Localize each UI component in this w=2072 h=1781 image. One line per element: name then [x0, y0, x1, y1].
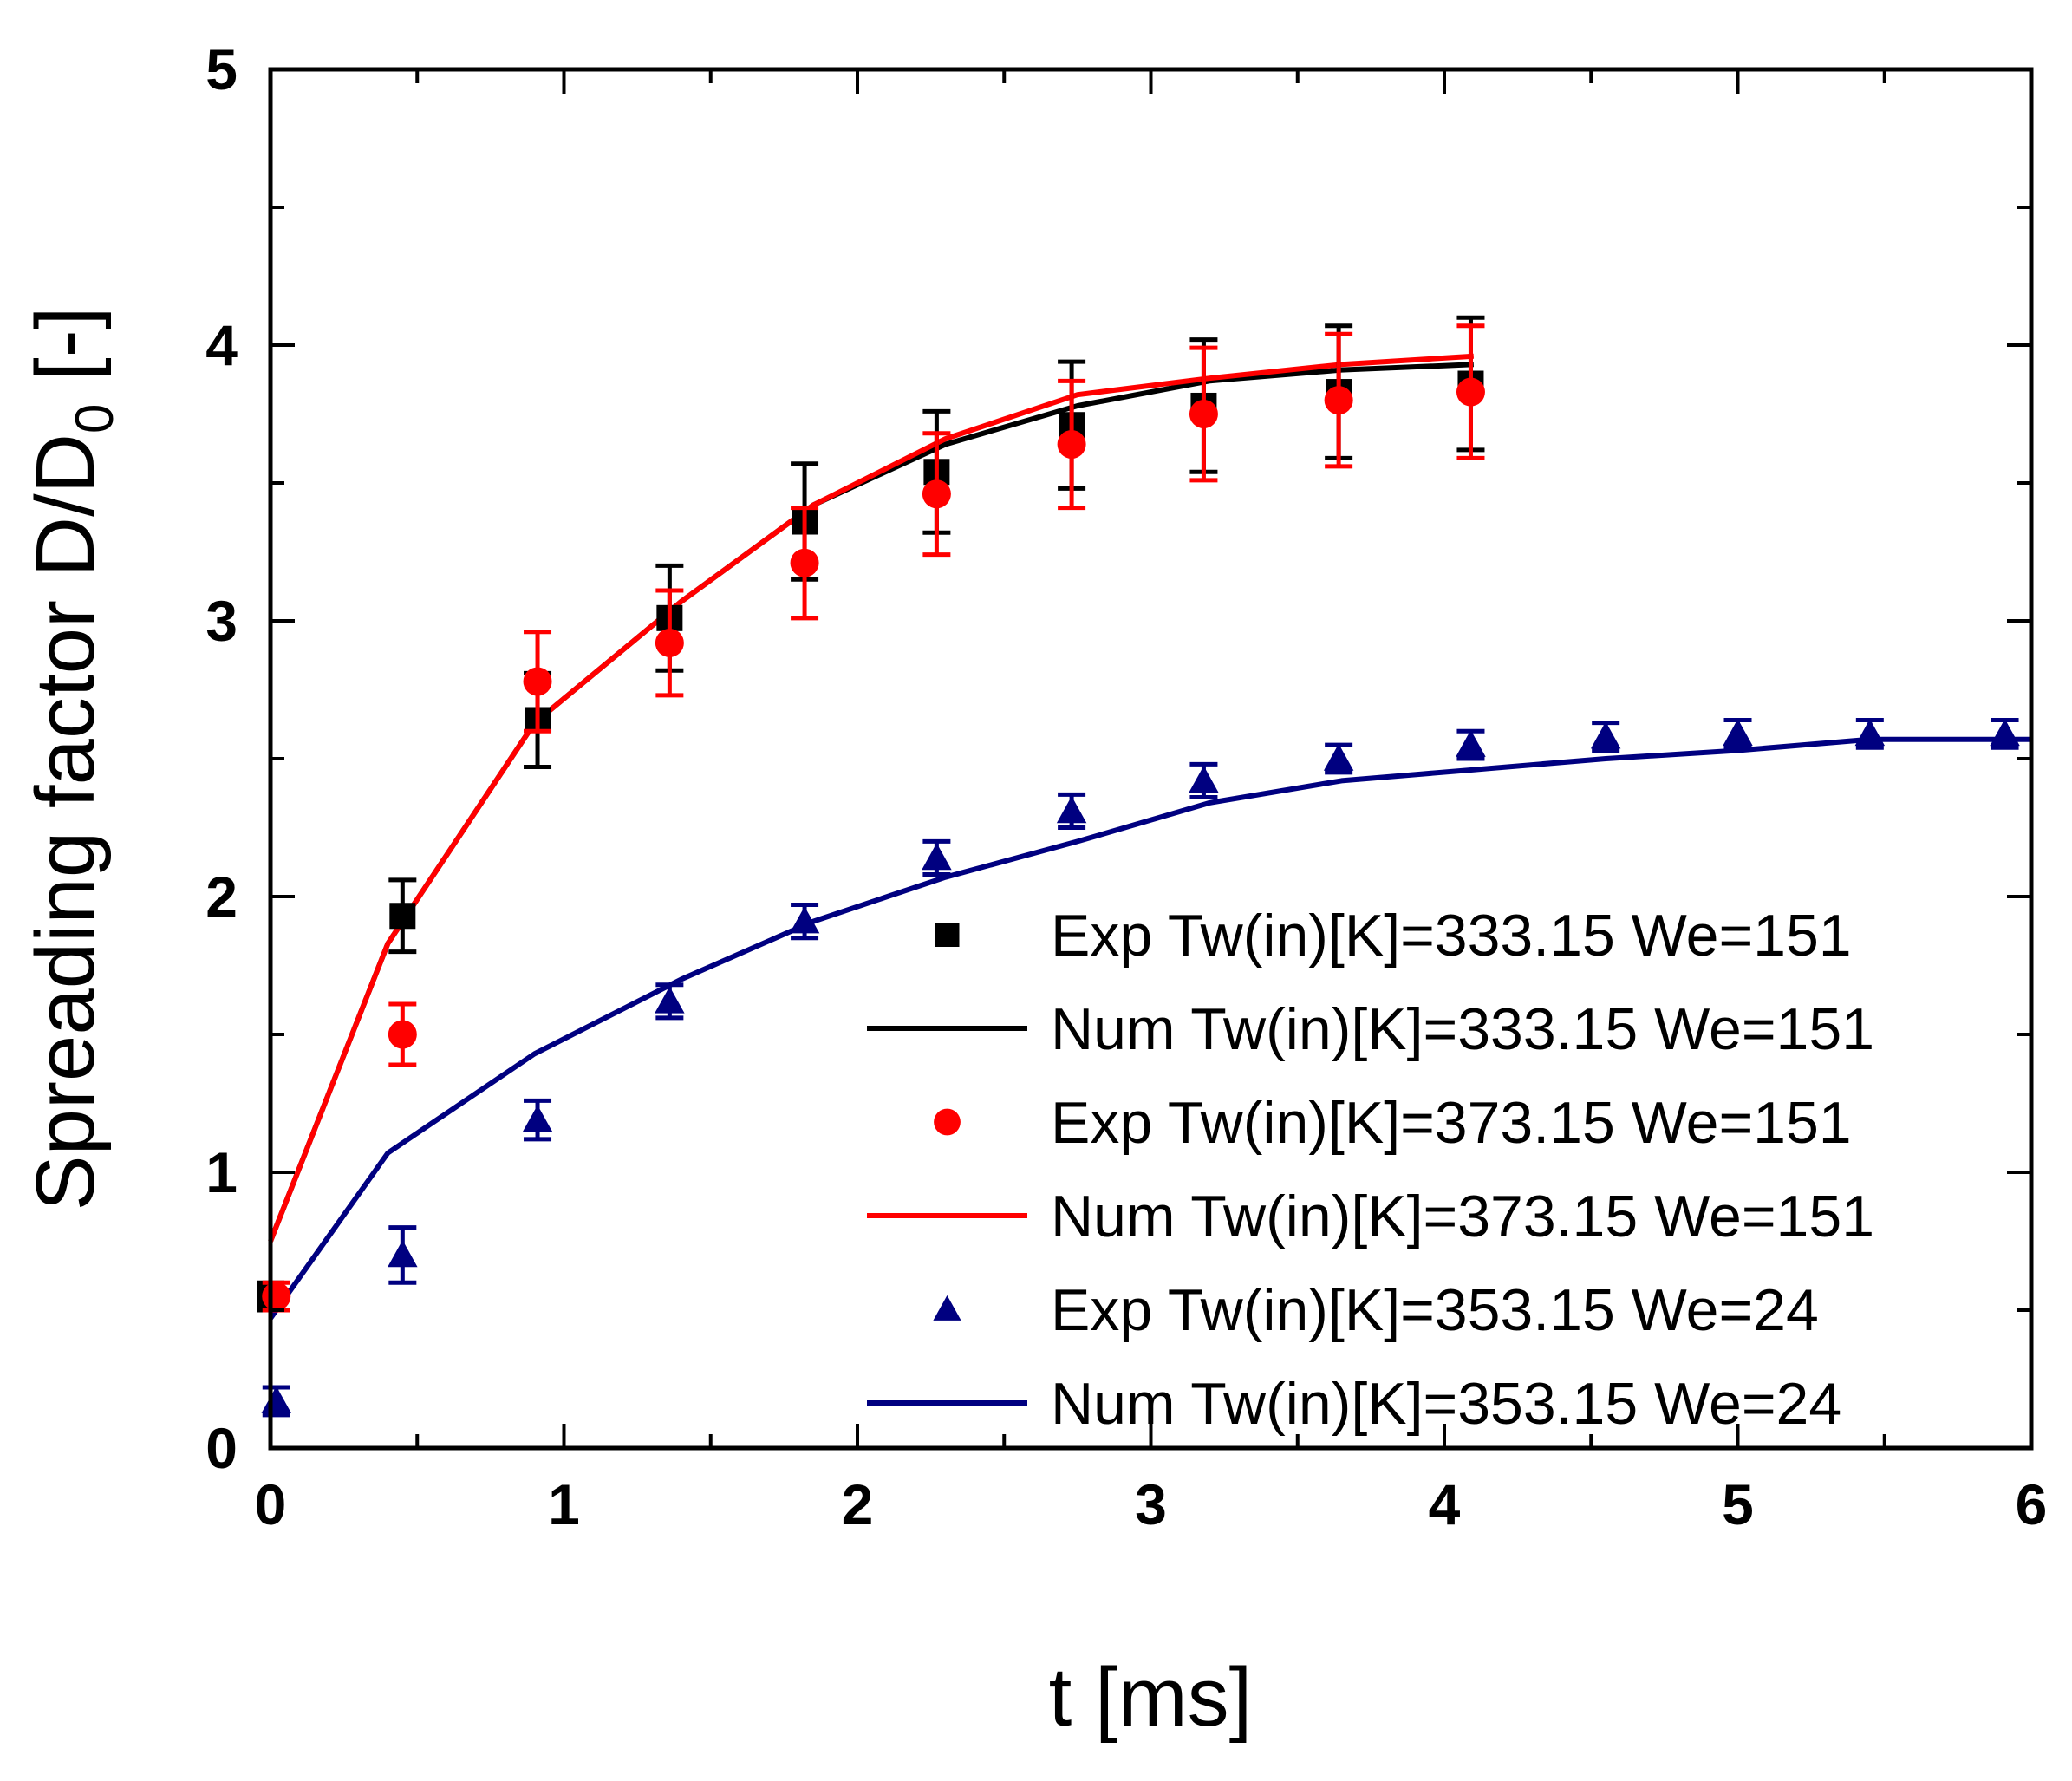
data-point	[262, 1282, 291, 1311]
series-4	[261, 717, 2020, 1418]
axis-tick-labels: 0 1 2 3 4 5 6 0 1 2 3 4 5	[205, 37, 2047, 1536]
series-line	[268, 736, 2031, 1321]
y-tick-label: 3	[205, 589, 238, 653]
data-point	[1189, 400, 1218, 428]
y-tick-label: 4	[205, 313, 238, 377]
legend-label: Exp Tw(in)[K]=353.15 We=24	[1051, 1277, 1819, 1343]
x-tick-label: 1	[548, 1472, 580, 1536]
legend-entry: Exp Tw(in)[K]=353.15 We=24	[933, 1277, 1819, 1343]
data-point	[1189, 766, 1219, 793]
y-tick-label: 5	[205, 37, 238, 101]
data-point	[523, 667, 552, 696]
data-point	[1323, 743, 1354, 771]
data-point	[261, 1386, 292, 1413]
legend-entry: Num Tw(in)[K]=353.15 We=24	[867, 1371, 1841, 1437]
data-point	[1590, 721, 1621, 749]
legend-entry: Exp Tw(in)[K]=333.15 We=151	[935, 903, 1852, 969]
y-tick-label: 1	[205, 1140, 238, 1204]
legend-label: Num Tw(in)[K]=333.15 We=151	[1051, 996, 1874, 1062]
x-tick-label: 5	[1722, 1472, 1754, 1536]
data-point	[1324, 386, 1353, 415]
data-point	[522, 1105, 553, 1132]
series-3	[268, 353, 1474, 1243]
axis-ticks	[269, 68, 2033, 1450]
data-point	[388, 1020, 417, 1049]
series-5	[268, 736, 2031, 1321]
x-tick-label: 2	[842, 1472, 874, 1536]
legend-entry: Num Tw(in)[K]=373.15 We=151	[867, 1184, 1874, 1249]
y-tick-label: 0	[205, 1416, 238, 1480]
data-point	[1456, 377, 1485, 407]
legend-marker-swatch	[933, 1295, 961, 1321]
y-axis-title-suffix: [-]	[19, 307, 112, 404]
x-tick-label: 4	[1429, 1472, 1461, 1536]
plot-marks	[257, 315, 2031, 1418]
y-tick-label: 2	[205, 864, 238, 929]
data-point	[655, 628, 684, 657]
data-point	[389, 903, 416, 930]
legend-marker-swatch	[934, 1108, 961, 1136]
data-point	[922, 843, 952, 871]
legend-label: Exp Tw(in)[K]=373.15 We=151	[1051, 1090, 1852, 1156]
data-point	[1057, 429, 1086, 459]
y-axis-title-main: Spreading factor D/D	[19, 434, 112, 1210]
data-point	[1056, 796, 1087, 824]
data-point	[655, 986, 685, 1014]
data-point	[1723, 719, 1753, 747]
data-point	[1854, 719, 1886, 747]
x-tick-label: 6	[2016, 1472, 2048, 1536]
x-tick-label: 3	[1135, 1472, 1167, 1536]
data-point	[790, 548, 819, 577]
x-tick-label: 0	[255, 1472, 287, 1536]
legend-label: Exp Tw(in)[K]=333.15 We=151	[1051, 903, 1852, 969]
data-point	[388, 1240, 418, 1268]
legend-label: Num Tw(in)[K]=373.15 We=151	[1051, 1184, 1874, 1249]
legend-marker-swatch	[935, 923, 960, 947]
data-point	[1456, 729, 1486, 757]
series-0	[257, 315, 1485, 1313]
data-point	[922, 480, 951, 509]
x-axis-title: t [ms]	[1049, 1651, 1253, 1744]
legend-label: Num Tw(in)[K]=353.15 We=24	[1051, 1371, 1841, 1437]
data-point	[1990, 719, 2020, 747]
y-axis-title-subscript: 0	[65, 404, 125, 434]
data-point	[789, 906, 820, 934]
legend: Exp Tw(in)[K]=333.15 We=151 Num Tw(in)[K]…	[867, 903, 1874, 1437]
series-line	[268, 353, 1474, 1243]
legend-entry: Exp Tw(in)[K]=373.15 We=151	[934, 1090, 1852, 1156]
legend-entry: Num Tw(in)[K]=333.15 We=151	[867, 996, 1874, 1062]
y-axis-title: Spreading factor D/D0 [-]	[19, 307, 125, 1211]
